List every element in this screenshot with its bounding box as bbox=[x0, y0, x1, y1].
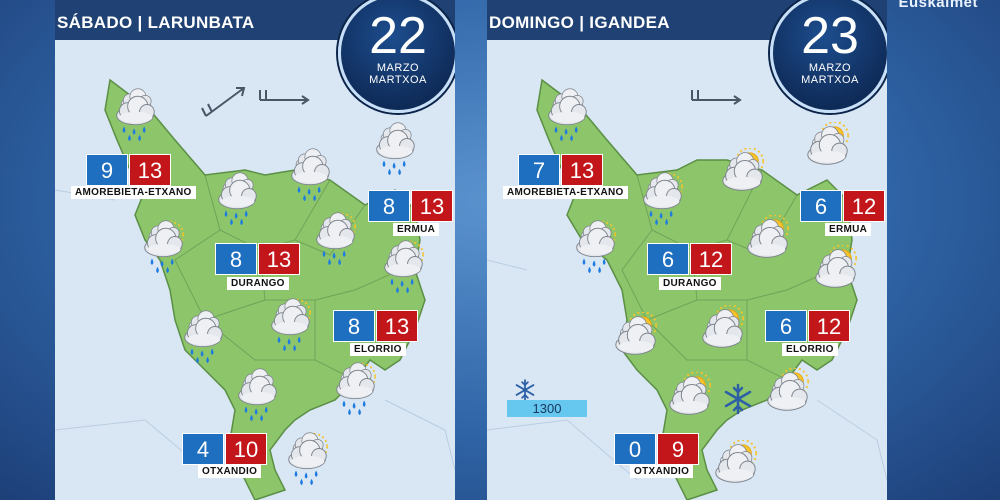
temp-durango: 6 12 bbox=[647, 243, 732, 275]
temp-durango: 8 13 bbox=[215, 243, 300, 275]
town-label-elorrio: ELORRIO bbox=[782, 343, 838, 356]
sun-cloud-icon bbox=[705, 440, 765, 490]
sun-rain-cloud-icon bbox=[373, 240, 433, 295]
min-temp: 9 bbox=[86, 154, 128, 186]
sun-rain-cloud-icon bbox=[305, 212, 365, 267]
sun-rain-cloud-icon bbox=[133, 220, 193, 275]
temp-otxandio: 4 10 bbox=[182, 433, 267, 465]
forecast-panel-sunday: DOMINGO | IGANDEA 23 MARZO MARTXOA 13 00 … bbox=[487, 0, 887, 500]
temp-ermua: 8 13 bbox=[368, 190, 453, 222]
town-label-ermua: ERMUA bbox=[393, 223, 440, 236]
sun-cloud-icon bbox=[659, 372, 719, 422]
sun-cloud-icon bbox=[712, 148, 772, 198]
rain-cloud-icon bbox=[173, 310, 233, 365]
max-temp: 13 bbox=[258, 243, 300, 275]
town-label-elorrio: ELORRIO bbox=[350, 343, 406, 356]
forecast-panel-saturday: SÁBADO | LARUNBATA 22 MARZO MARTXOA 9 13… bbox=[55, 0, 455, 500]
min-temp: 7 bbox=[518, 154, 560, 186]
min-temp: 6 bbox=[800, 190, 842, 222]
max-temp: 13 bbox=[561, 154, 603, 186]
wind-arrow-icon bbox=[201, 87, 246, 117]
town-label-ermua: ERMUA bbox=[825, 223, 872, 236]
date-badge: 23 MARZO MARTXOA bbox=[770, 0, 887, 113]
rain-cloud-icon bbox=[280, 148, 340, 203]
rain-cloud-icon bbox=[207, 172, 267, 227]
town-label-otxandio: OTXANDIO bbox=[198, 465, 262, 478]
town-label-otxandio: OTXANDIO bbox=[630, 465, 694, 478]
max-temp: 12 bbox=[843, 190, 885, 222]
sun-rain-cloud-icon bbox=[632, 172, 692, 227]
snowflake-icon bbox=[724, 383, 752, 415]
sun-rain-cloud-icon bbox=[277, 432, 337, 487]
sun-cloud-icon bbox=[805, 245, 865, 295]
date-badge: 22 MARZO MARTXOA bbox=[338, 0, 455, 113]
min-temp: 6 bbox=[765, 310, 807, 342]
temp-amorebieta: 9 13 bbox=[86, 154, 171, 186]
max-temp: 13 bbox=[129, 154, 171, 186]
snow-level-label: 1300 bbox=[507, 400, 587, 417]
date-day: 22 bbox=[369, 7, 427, 65]
rain-cloud-icon bbox=[227, 368, 287, 423]
panel-title: DOMINGO | IGANDEA bbox=[489, 13, 670, 32]
town-label-durango: DURANGO bbox=[227, 277, 289, 290]
sun-rain-cloud-icon bbox=[325, 362, 385, 417]
wind-arrow-icon bbox=[691, 90, 742, 105]
wind-arrow-icon bbox=[259, 90, 310, 105]
rain-cloud-icon bbox=[537, 88, 597, 143]
temp-ermua: 6 12 bbox=[800, 190, 885, 222]
date-month-eu: MARTXOA bbox=[369, 74, 427, 86]
date-month-es: MARZO bbox=[808, 62, 852, 74]
temp-elorrio: 6 12 bbox=[765, 310, 850, 342]
sun-rain-cloud-icon bbox=[260, 298, 320, 353]
rain-cloud-icon bbox=[365, 122, 425, 177]
region-map bbox=[487, 78, 887, 500]
snowflake-icon bbox=[515, 379, 535, 401]
date-month-eu: MARTXOA bbox=[801, 74, 859, 86]
temp-otxandio: 0 9 bbox=[614, 433, 699, 465]
town-label-amorebieta: AMOREBIETA-ETXANO bbox=[503, 186, 628, 199]
date-day: 23 bbox=[801, 7, 859, 65]
temp-elorrio: 8 13 bbox=[333, 310, 418, 342]
sun-cloud-icon bbox=[797, 122, 857, 172]
town-label-durango: DURANGO bbox=[659, 277, 721, 290]
min-temp: 8 bbox=[333, 310, 375, 342]
sun-cloud-icon bbox=[692, 305, 752, 355]
min-temp: 8 bbox=[215, 243, 257, 275]
panel-title: SÁBADO | LARUNBATA bbox=[57, 13, 255, 32]
date-month-es: MARZO bbox=[376, 62, 420, 74]
max-temp: 10 bbox=[225, 433, 267, 465]
max-temp: 9 bbox=[657, 433, 699, 465]
min-temp: 6 bbox=[647, 243, 689, 275]
sun-cloud-icon bbox=[757, 368, 817, 418]
min-temp: 4 bbox=[182, 433, 224, 465]
min-temp: 0 bbox=[614, 433, 656, 465]
sun-cloud-icon bbox=[737, 215, 797, 265]
max-temp: 13 bbox=[376, 310, 418, 342]
rain-cloud-icon bbox=[105, 88, 165, 143]
town-label-amorebieta: AMOREBIETA-ETXANO bbox=[71, 186, 196, 199]
max-temp: 12 bbox=[808, 310, 850, 342]
temp-amorebieta: 7 13 bbox=[518, 154, 603, 186]
sun-cloud-icon bbox=[605, 312, 665, 362]
min-temp: 8 bbox=[368, 190, 410, 222]
max-temp: 12 bbox=[690, 243, 732, 275]
sun-rain-cloud-icon bbox=[565, 220, 625, 275]
brand-logo: Euskalmet bbox=[898, 0, 978, 11]
max-temp: 13 bbox=[411, 190, 453, 222]
